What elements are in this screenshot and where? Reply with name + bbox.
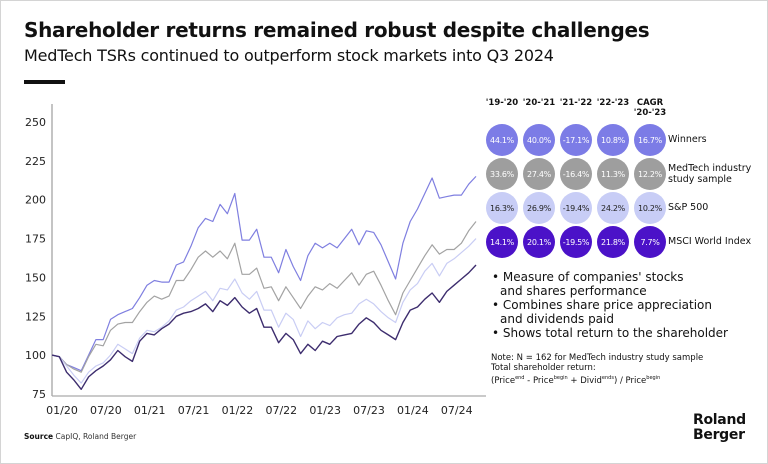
x-tick-label: 07/24 (441, 404, 473, 417)
note-line: Total shareholder return: (491, 363, 596, 373)
x-tick-label: 07/22 (265, 404, 297, 417)
x-tick-label: 01/23 (309, 404, 341, 417)
return-bubble: 33.6% (486, 158, 518, 190)
y-tick-label: 125 (25, 310, 46, 323)
table-column-header: CAGR '20-'23 (633, 98, 667, 118)
tsr-formula: (Priceend - Pricebegin + Dividends) / Pr… (491, 375, 661, 386)
y-tick-label: 200 (25, 194, 46, 207)
return-bubble: 24.2% (597, 192, 629, 224)
y-tick-label: 150 (25, 271, 46, 284)
return-bubble: 40.0% (523, 124, 555, 156)
row-label: MSCI World Index (668, 236, 752, 247)
roland-berger-logo: Roland Berger (693, 412, 746, 443)
note-line: Note: N = 162 for MedTech industry study… (491, 353, 704, 363)
table-column-header: '21-'22 (559, 98, 593, 108)
return-bubble: -16.4% (560, 158, 592, 190)
x-tick-label: 01/20 (46, 404, 78, 417)
return-bubble: 27.4% (523, 158, 555, 190)
table-column-header: '22-'23 (596, 98, 630, 108)
x-tick-label: 01/21 (134, 404, 166, 417)
return-bubble: 21.8% (597, 226, 629, 258)
return-bubble: 11.3% (597, 158, 629, 190)
y-tick-label: 75 (32, 388, 46, 401)
row-label: S&P 500 (668, 202, 709, 213)
bullet-item: • Shows total return to the shareholder (492, 326, 728, 340)
return-bubble: -17.1% (560, 124, 592, 156)
return-bubble: 7.7% (634, 226, 666, 258)
y-tick-label: 100 (25, 349, 46, 362)
footnote: Note: N = 162 for MedTech industry study… (491, 353, 703, 386)
return-bubble: 14.1% (486, 226, 518, 258)
return-bubble: -19.5% (560, 226, 592, 258)
series-line-winners (51, 175, 477, 372)
row-label: Winners (668, 134, 707, 145)
series-line-medtech-industry-study-sample (51, 221, 477, 373)
bullet-item: • Measure of companies' stocks and shares… (492, 270, 684, 298)
x-tick-label: 07/23 (353, 404, 385, 417)
return-bubble: 16.3% (486, 192, 518, 224)
accent-bar (24, 80, 65, 84)
x-tick-label: 07/20 (90, 404, 122, 417)
return-bubble: 44.1% (486, 124, 518, 156)
x-tick-label: 01/22 (222, 404, 254, 417)
page-title: Shareholder returns remained robust desp… (24, 18, 650, 42)
page-subtitle: MedTech TSRs continued to outperform sto… (24, 46, 554, 65)
return-bubble: 10.8% (597, 124, 629, 156)
return-bubble: 26.9% (523, 192, 555, 224)
return-bubble: 16.7% (634, 124, 666, 156)
return-bubble: 12.2% (634, 158, 666, 190)
source-note: Source CapIQ, Roland Berger (24, 432, 137, 441)
bullet-item: • Combines share price appreciation and d… (492, 298, 712, 326)
return-bubble: 10.2% (634, 192, 666, 224)
tsr-bullets: • Measure of companies' stocks and shares… (490, 270, 728, 340)
y-tick-label: 175 (25, 233, 46, 246)
row-label: MedTech industry study sample (668, 163, 752, 185)
y-tick-label: 225 (25, 155, 46, 168)
series-line-msci-world-index (51, 264, 477, 390)
y-tick-label: 250 (25, 116, 46, 129)
x-tick-label: 07/21 (178, 404, 210, 417)
table-column-header: '20-'21 (522, 98, 556, 108)
x-tick-label: 01/24 (397, 404, 429, 417)
series-line-s-p-500 (51, 238, 477, 384)
return-bubble: -19.4% (560, 192, 592, 224)
table-column-header: '19-'20 (485, 98, 519, 108)
return-bubble: 20.1% (523, 226, 555, 258)
